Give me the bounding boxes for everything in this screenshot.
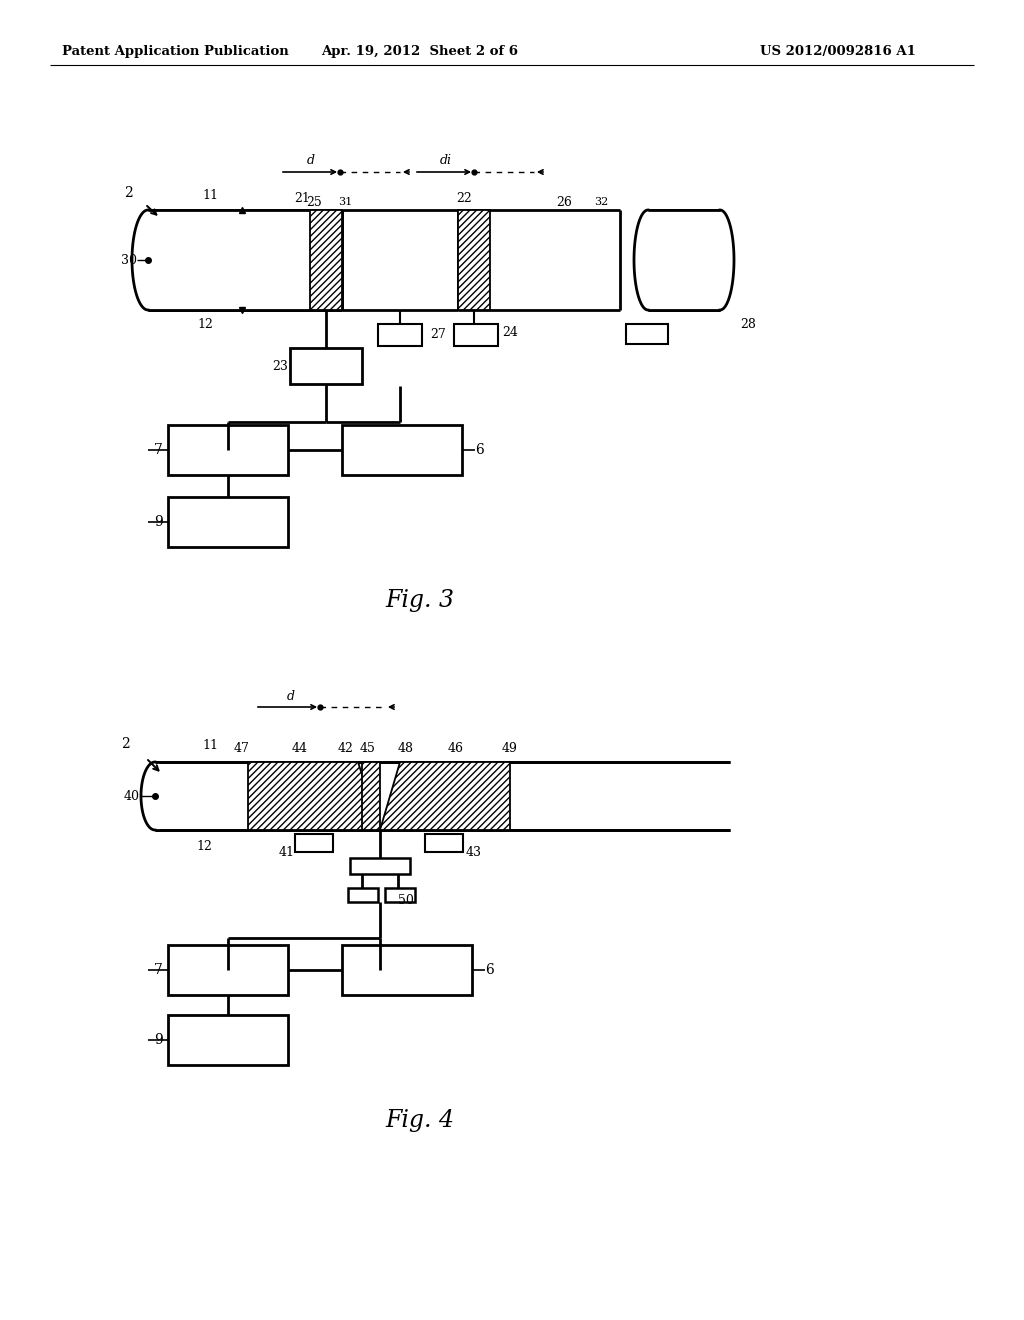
Text: 11: 11 [202,739,218,752]
Bar [310,210,342,310]
Text: 50: 50 [398,894,414,907]
Bar [626,323,668,345]
Text: Patent Application Publication: Patent Application Publication [62,45,289,58]
Bar [168,1015,288,1065]
Bar [168,425,288,475]
Text: 32: 32 [594,197,608,207]
Polygon shape [380,762,510,830]
Text: 28: 28 [740,318,756,330]
Text: 25: 25 [306,195,322,209]
Text: di: di [440,153,452,166]
Bar [168,945,288,995]
Text: 6: 6 [475,444,483,457]
Text: 24: 24 [502,326,518,338]
Text: 46: 46 [449,742,464,755]
Text: 42: 42 [338,742,354,755]
Text: 7: 7 [155,444,163,457]
Text: 41: 41 [279,846,295,858]
Text: d: d [287,690,295,704]
Bar [141,762,160,830]
Bar [342,425,462,475]
Bar [295,834,333,851]
Text: 22: 22 [457,191,472,205]
Bar [648,210,720,310]
Text: Fig. 4: Fig. 4 [385,1109,455,1131]
Text: 9: 9 [155,515,163,529]
Text: 40: 40 [124,789,140,803]
Text: 23: 23 [272,359,288,372]
Text: Apr. 19, 2012  Sheet 2 of 6: Apr. 19, 2012 Sheet 2 of 6 [322,45,518,58]
Bar [348,888,378,902]
Bar [425,834,463,851]
Text: 30: 30 [121,253,137,267]
Bar [342,945,472,995]
Text: 7: 7 [155,964,163,977]
Bar [378,323,422,346]
Bar [132,210,364,310]
Text: 2: 2 [124,186,133,201]
Text: 44: 44 [292,742,308,755]
Text: 49: 49 [502,742,518,755]
Bar [350,858,410,874]
Text: 47: 47 [234,742,250,755]
Text: 45: 45 [360,742,376,755]
Text: 31: 31 [338,197,352,207]
Text: d: d [307,153,315,166]
Polygon shape [248,762,380,830]
Text: 6: 6 [485,964,494,977]
Bar [458,210,490,310]
Text: 12: 12 [196,840,212,853]
Text: 48: 48 [398,742,414,755]
Text: 27: 27 [430,329,445,342]
Bar [454,323,498,346]
Bar [362,762,380,830]
Text: Fig. 3: Fig. 3 [385,589,455,611]
Text: 26: 26 [556,195,572,209]
Bar [385,888,415,902]
Text: 43: 43 [466,846,482,858]
Bar [290,348,362,384]
Text: 12: 12 [197,318,213,331]
Text: 9: 9 [155,1034,163,1047]
Text: 11: 11 [202,189,218,202]
Text: 21: 21 [294,191,310,205]
Bar [168,498,288,546]
Text: US 2012/0092816 A1: US 2012/0092816 A1 [760,45,915,58]
Text: 2: 2 [121,737,130,751]
